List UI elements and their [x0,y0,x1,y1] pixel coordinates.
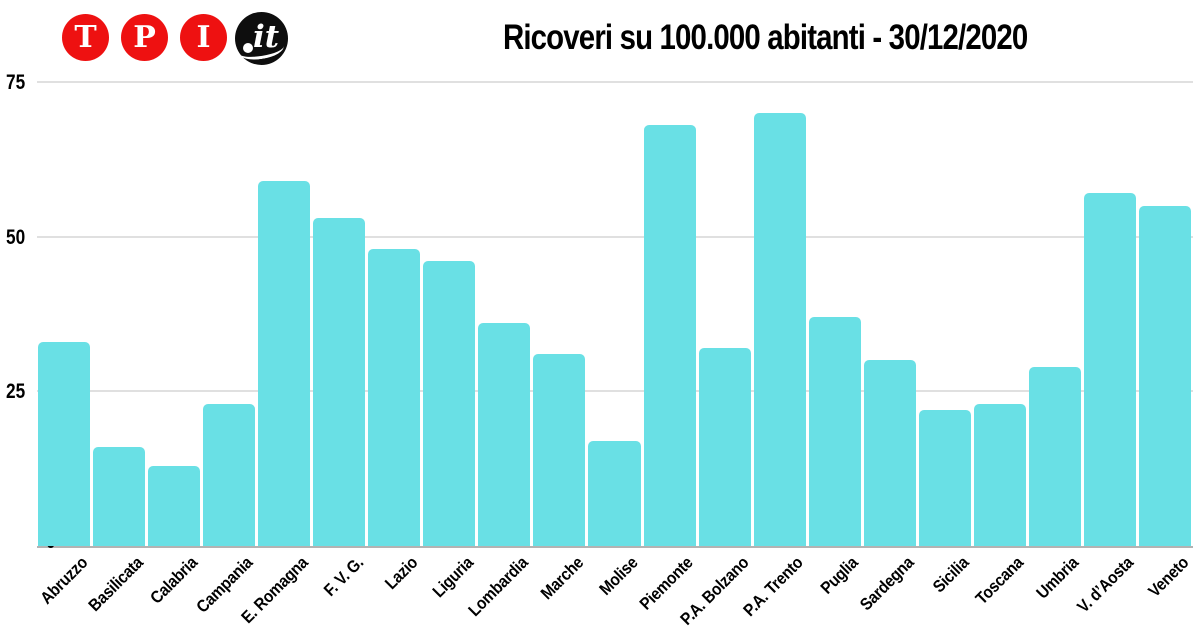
x-axis-label-abruzzo: Abruzzo [36,553,92,608]
x-axis-label-v-d-aosta: V. d’Aosta [1073,553,1138,617]
logo-circle-i: I [180,14,227,61]
x-axis-label-f-v-g: F. V. G. [319,553,367,600]
bar-molise [588,440,641,546]
x-axis-label-basilicata: Basilicata [84,553,147,616]
bar-campania [203,403,256,546]
x-axis-label-sicilia: Sicilia [928,553,973,597]
y-axis-tick-label-75: 75 [6,71,26,94]
x-axis-label-liguria: Liguria [428,553,477,602]
bar-toscana [973,403,1026,546]
bar-lombardia [478,323,531,546]
x-axis-label-puglia: Puglia [817,553,863,598]
bar-abruzzo [38,341,91,546]
x-axis-label-lazio: Lazio [381,553,422,594]
x-axis-line [37,546,1193,548]
bar-p-a-trento [753,112,806,546]
logo-dot-icon [243,43,253,53]
bar-e-romagna [258,180,311,546]
bar-basilicata [93,447,146,546]
logo-letter-t: T [74,20,97,55]
chart-title: Ricoveri su 100.000 abitanti - 30/12/202… [330,16,1200,60]
bar-v-d-aosta [1083,193,1136,546]
x-axis-label-veneto: Veneto [1144,553,1193,601]
x-axis-label-toscana: Toscana [972,553,1028,609]
bar-f-v-g [313,218,366,546]
logo-it-badge: it [235,12,288,65]
x-axis-label-sardegna: Sardegna [855,553,918,615]
bar-sicilia [918,409,971,546]
bar-marche [533,354,586,546]
logo-circle-t: T [62,14,109,61]
logo-swoosh-icon [236,36,286,63]
gridline-50 [37,235,1193,238]
logo-circle-p: P [121,14,168,61]
bar-p-a-bolzano [698,348,751,546]
bar-veneto [1138,205,1191,546]
y-axis-tick-label-25: 25 [6,380,26,404]
bar-umbria [1028,366,1081,546]
x-axis-label-marche: Marche [536,553,587,604]
gridline-75 [37,81,1193,83]
chart-title-text: Ricoveri su 100.000 abitanti - 30/12/202… [502,18,1028,57]
logo-letter-p: P [133,20,156,55]
y-axis-tick-label-50: 50 [6,225,26,249]
x-axis-label-molise: Molise [595,553,642,599]
logo-suffix: it [253,19,280,55]
gridline-25 [37,390,1193,393]
bar-sardegna [863,360,916,546]
bar-puglia [808,317,861,546]
x-axis-label-umbria: Umbria [1032,553,1083,603]
logo-letter-i: I [196,20,211,55]
bar-liguria [423,261,476,546]
bar-piemonte [643,125,696,546]
bar-calabria [148,465,201,546]
bar-lazio [368,249,421,546]
